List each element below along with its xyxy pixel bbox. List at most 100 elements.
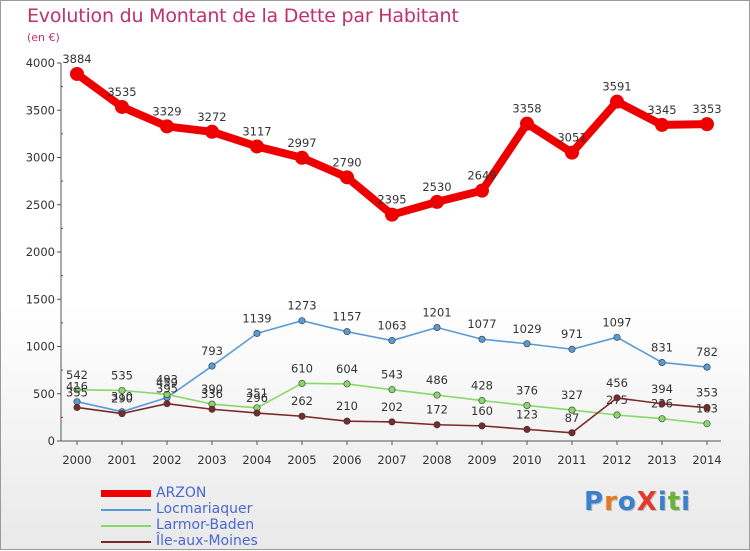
data-label: 486 (426, 373, 448, 387)
data-point (568, 345, 576, 353)
data-label: 793 (201, 344, 223, 358)
y-tick-label: 4000 (26, 56, 55, 70)
data-label: 210 (336, 399, 358, 413)
data-label: 327 (561, 388, 583, 402)
x-tick-label: 2003 (197, 453, 226, 467)
data-label: 2997 (287, 136, 316, 150)
data-point (388, 386, 396, 394)
data-point (523, 401, 531, 409)
data-point (343, 328, 351, 336)
data-point (73, 386, 81, 394)
data-point (343, 417, 351, 425)
y-tick-label: 1500 (26, 292, 55, 306)
logo-letter: o (617, 487, 637, 517)
y-tick-label: 0 (48, 434, 55, 448)
data-point (523, 340, 531, 348)
legend-label-larmor-baden: Larmor-Baden (156, 517, 255, 533)
data-label: 3329 (152, 104, 181, 118)
legend-swatch-ile-aux-moines (101, 541, 151, 543)
x-tick-label: 2001 (107, 453, 136, 467)
data-point (118, 410, 126, 418)
data-point (475, 183, 489, 198)
data-label: 1201 (422, 306, 451, 320)
data-point (433, 391, 441, 399)
data-label: 610 (291, 361, 313, 375)
legend-swatch-arzon (101, 490, 151, 497)
x-tick-label: 2008 (422, 453, 451, 467)
data-point (523, 425, 531, 433)
data-label: 172 (426, 403, 448, 417)
data-point (163, 400, 171, 408)
data-point (703, 420, 711, 428)
data-label: 2530 (422, 180, 451, 194)
data-label: 971 (561, 327, 583, 341)
data-point (163, 390, 171, 398)
data-label: 3358 (512, 102, 541, 116)
x-tick-label: 2007 (377, 453, 406, 467)
data-point (433, 324, 441, 332)
data-point (478, 335, 486, 343)
data-point (568, 406, 576, 414)
data-point (253, 409, 261, 417)
data-label: 376 (516, 383, 538, 397)
data-label: 3591 (602, 80, 631, 94)
data-point (430, 194, 444, 209)
y-tick-label: 500 (33, 387, 55, 401)
data-label: 202 (381, 400, 403, 414)
data-label: 1139 (242, 311, 271, 325)
data-point (613, 333, 621, 341)
data-point (568, 429, 576, 437)
data-label: 3345 (647, 103, 676, 117)
logo-letter: P (584, 487, 605, 517)
data-label: 390 (201, 382, 223, 396)
data-label: 2395 (377, 193, 406, 207)
data-label: 535 (111, 368, 133, 382)
data-point (298, 379, 306, 387)
data-point (520, 116, 534, 131)
logo-letter: X (636, 487, 658, 517)
data-label: 87 (565, 411, 580, 425)
data-label: 1077 (467, 317, 496, 331)
legend-label-ile-aux-moines: Île-aux-Moines (156, 533, 258, 549)
data-label: 1157 (332, 310, 361, 324)
y-tick-label: 2000 (26, 245, 55, 259)
data-label: 1063 (377, 319, 406, 333)
data-point (115, 99, 129, 114)
data-label: 542 (66, 368, 88, 382)
data-point (565, 145, 579, 160)
data-point (253, 329, 261, 337)
data-point (160, 119, 174, 134)
data-point (433, 421, 441, 429)
data-label: 3272 (197, 110, 226, 124)
logo-letter: i (657, 487, 668, 517)
logo-letter: t (667, 487, 682, 517)
data-point (703, 363, 711, 371)
proxiti-logo: ProXiti (584, 487, 691, 517)
data-point (613, 394, 621, 402)
legend-swatch-larmor-baden (101, 525, 151, 527)
data-point (478, 397, 486, 405)
data-point (343, 380, 351, 388)
data-label: 2790 (332, 155, 361, 169)
data-point (703, 404, 711, 412)
data-label: 290 (111, 392, 133, 406)
data-label: 351 (246, 386, 268, 400)
data-point (295, 150, 309, 165)
data-point (250, 139, 264, 154)
data-point (610, 94, 624, 109)
data-point (118, 386, 126, 394)
data-point (205, 124, 219, 139)
x-tick-label: 2010 (512, 453, 541, 467)
data-label: 123 (516, 407, 538, 421)
data-label: 394 (651, 382, 673, 396)
data-label: 336 (201, 387, 223, 401)
data-label: 310 (111, 390, 133, 404)
x-tick-label: 2005 (287, 453, 316, 467)
data-point (298, 412, 306, 420)
data-point (658, 400, 666, 408)
data-label: 1097 (602, 315, 631, 329)
data-point (73, 403, 81, 411)
x-tick-label: 2013 (647, 453, 676, 467)
legend-swatch-locmariaquer (101, 509, 151, 511)
